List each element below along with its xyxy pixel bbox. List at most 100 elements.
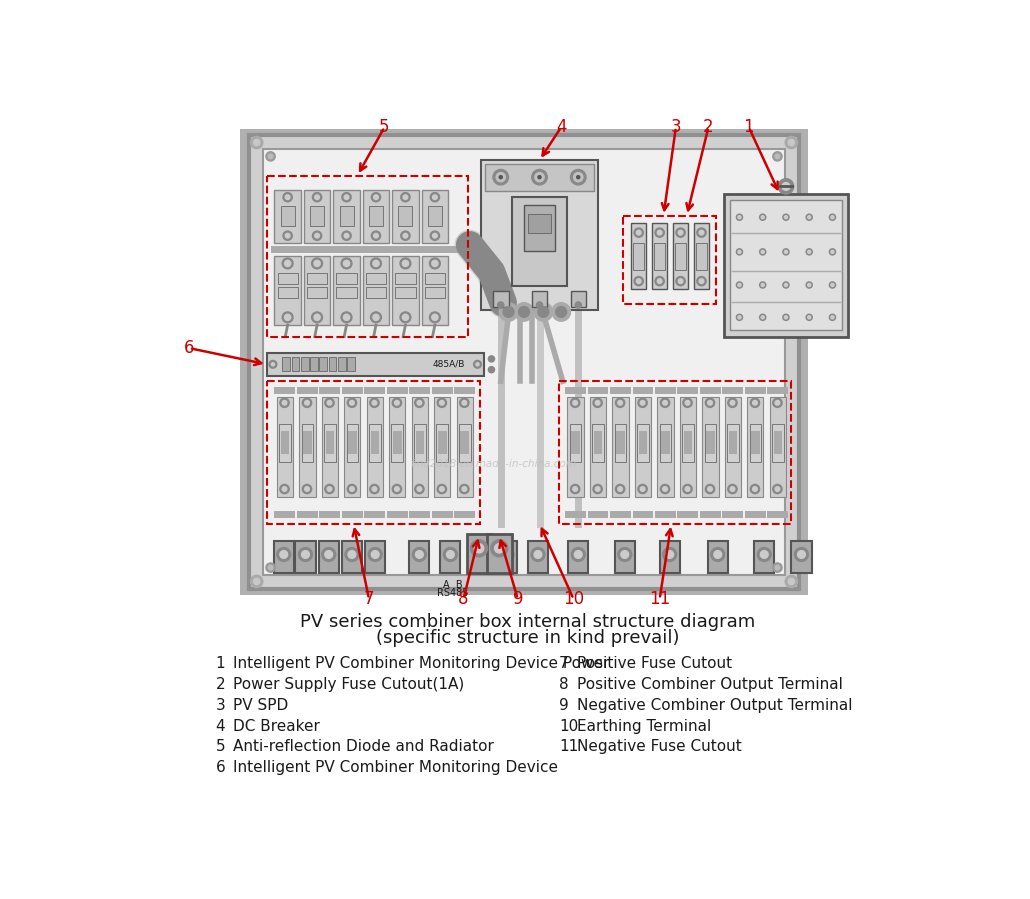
Circle shape — [503, 307, 514, 317]
Circle shape — [433, 234, 437, 238]
Circle shape — [476, 363, 479, 366]
Bar — [387, 387, 408, 394]
Circle shape — [697, 228, 707, 237]
Bar — [427, 207, 442, 226]
Text: Power Supply Fuse Cutout(1A): Power Supply Fuse Cutout(1A) — [234, 677, 465, 692]
Circle shape — [432, 261, 438, 266]
Bar — [366, 287, 386, 298]
Circle shape — [736, 249, 743, 255]
Circle shape — [785, 575, 797, 588]
Circle shape — [699, 230, 703, 235]
Circle shape — [415, 485, 424, 494]
Bar — [310, 207, 324, 226]
Circle shape — [283, 192, 293, 201]
Bar — [454, 387, 475, 394]
Circle shape — [268, 154, 273, 159]
Bar — [481, 160, 597, 310]
Circle shape — [831, 316, 834, 319]
Bar — [267, 175, 469, 337]
Circle shape — [415, 550, 423, 558]
Text: 1: 1 — [215, 656, 226, 672]
Circle shape — [761, 250, 764, 254]
Bar — [673, 223, 688, 289]
Bar — [727, 423, 739, 462]
Bar — [409, 512, 431, 518]
Text: 4: 4 — [215, 718, 226, 734]
Circle shape — [343, 261, 349, 266]
Circle shape — [593, 485, 603, 494]
Bar — [274, 255, 301, 325]
Circle shape — [370, 485, 379, 494]
Circle shape — [280, 550, 287, 558]
Circle shape — [831, 283, 834, 287]
Circle shape — [750, 485, 759, 494]
Bar — [391, 423, 403, 462]
Circle shape — [706, 398, 715, 407]
Bar — [297, 387, 318, 394]
Bar — [496, 540, 517, 573]
Circle shape — [706, 485, 715, 494]
Bar — [460, 432, 469, 454]
Circle shape — [697, 277, 707, 286]
Circle shape — [737, 250, 741, 254]
Bar — [633, 243, 644, 270]
Circle shape — [324, 398, 334, 407]
Circle shape — [785, 316, 788, 319]
Text: Negative Combiner Output Terminal: Negative Combiner Output Terminal — [577, 698, 852, 713]
Circle shape — [324, 485, 334, 494]
Circle shape — [730, 400, 734, 405]
Circle shape — [314, 315, 320, 320]
Bar — [318, 540, 339, 573]
Circle shape — [535, 550, 542, 558]
Circle shape — [372, 486, 377, 492]
Bar — [291, 358, 300, 371]
Text: 5: 5 — [215, 740, 226, 754]
Circle shape — [305, 486, 309, 492]
Circle shape — [808, 316, 811, 319]
Circle shape — [348, 550, 355, 558]
Bar — [632, 512, 653, 518]
Circle shape — [776, 154, 780, 159]
Circle shape — [776, 486, 780, 492]
Circle shape — [344, 234, 349, 238]
Circle shape — [683, 485, 692, 494]
Circle shape — [500, 547, 514, 561]
Circle shape — [750, 398, 759, 407]
Text: 5: 5 — [379, 118, 389, 136]
Circle shape — [437, 485, 446, 494]
Circle shape — [637, 279, 641, 283]
Text: (specific structure in kind prevail): (specific structure in kind prevail) — [376, 628, 680, 646]
Circle shape — [303, 485, 312, 494]
Bar — [414, 423, 425, 462]
Circle shape — [759, 315, 765, 320]
Circle shape — [537, 302, 543, 308]
Bar — [572, 432, 580, 454]
Bar — [610, 512, 631, 518]
Bar — [399, 207, 412, 226]
Circle shape — [634, 228, 644, 237]
Bar — [569, 540, 588, 573]
Circle shape — [808, 283, 811, 287]
Circle shape — [535, 173, 544, 182]
Circle shape — [785, 283, 788, 287]
Bar — [615, 540, 634, 573]
Circle shape — [305, 400, 309, 405]
Circle shape — [736, 282, 743, 288]
Bar — [424, 272, 445, 284]
Bar — [274, 387, 296, 394]
Bar — [559, 381, 791, 524]
Bar — [344, 396, 360, 497]
Circle shape — [657, 279, 662, 283]
Circle shape — [347, 398, 356, 407]
Bar — [592, 423, 604, 462]
Circle shape — [678, 279, 683, 283]
Bar — [724, 194, 848, 336]
Circle shape — [538, 175, 541, 179]
Bar — [365, 512, 385, 518]
Bar — [512, 197, 567, 286]
Circle shape — [783, 315, 789, 320]
Circle shape — [685, 486, 690, 492]
Circle shape — [400, 258, 411, 269]
Bar — [700, 512, 721, 518]
Bar — [409, 540, 430, 573]
